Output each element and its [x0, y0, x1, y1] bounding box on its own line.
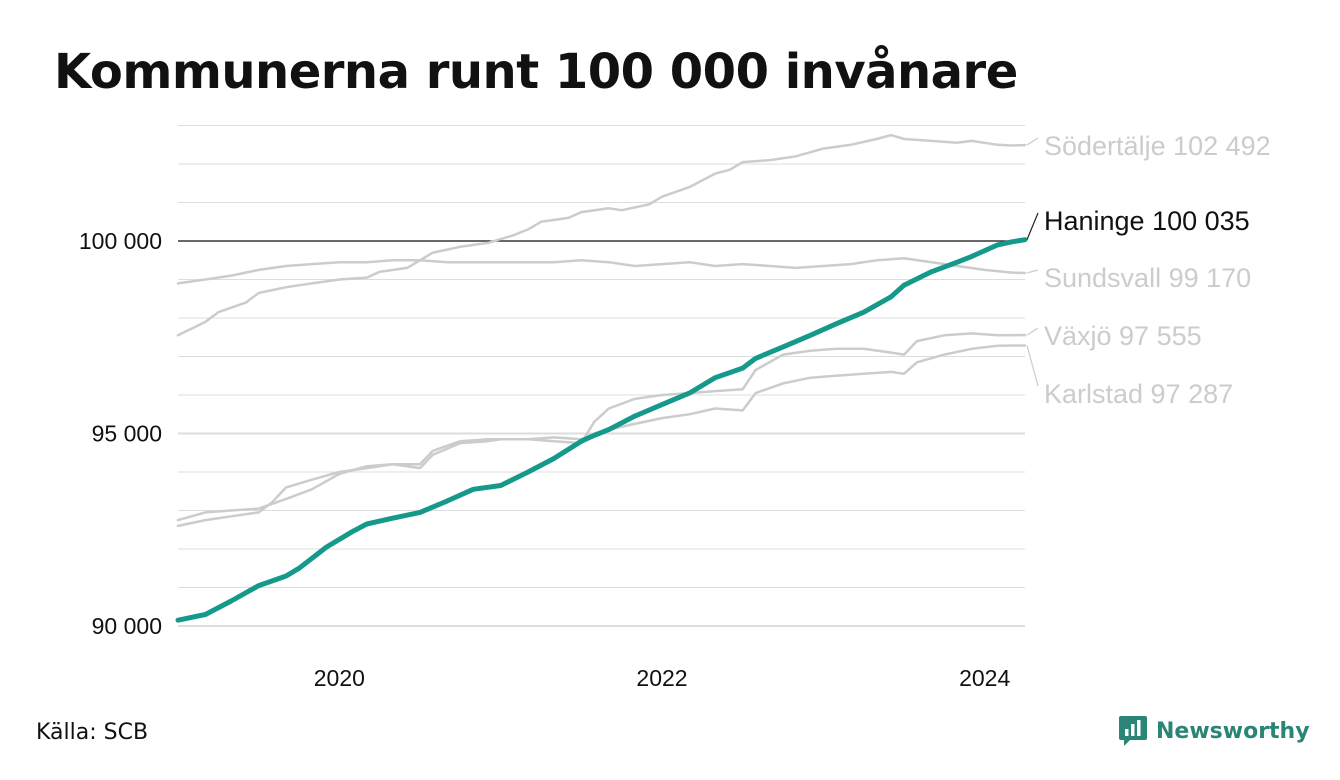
source-note: Källa: SCB: [36, 720, 149, 745]
y-tick-label: 95 000: [92, 421, 162, 447]
brand-logo: Newsworthy: [1118, 714, 1310, 748]
series-label-växjö: Växjö 97 555: [1044, 321, 1202, 351]
series-label-haninge: Haninge 100 035: [1044, 206, 1250, 236]
label-leader-sundsvall: [1026, 269, 1039, 274]
chart-title: Kommunerna runt 100 000 invånare: [54, 44, 1018, 100]
line-sundsvall: [176, 257, 1027, 285]
series-label-karlstad: Karlstad 97 287: [1044, 379, 1233, 409]
series-lines: [175, 133, 1028, 623]
series-label-sundsvall: Sundsvall 99 170: [1044, 263, 1251, 293]
y-tick-label: 100 000: [79, 228, 162, 254]
label-leader-haninge: [1026, 212, 1039, 240]
line-haninge: [175, 237, 1028, 623]
y-axis-labels: 90 000 95 000 100 000: [79, 228, 162, 639]
line-södertälje: [176, 133, 1027, 337]
label-leader-växjö: [1026, 327, 1039, 336]
newsworthy-logo-icon: [1119, 716, 1147, 746]
x-tick-label: 2022: [636, 665, 687, 691]
series-label-södertälje: Södertälje 102 492: [1044, 131, 1271, 161]
series-end-labels: Södertälje 102 492 Haninge 100 035 Sundsva…: [1026, 131, 1271, 409]
line-växjö: [176, 332, 1027, 528]
x-tick-label: 2024: [959, 665, 1010, 691]
y-tick-label: 90 000: [92, 613, 162, 639]
label-leader-södertälje: [1026, 137, 1039, 146]
brand-name: Newsworthy: [1156, 718, 1310, 744]
gridlines: [178, 125, 1025, 627]
label-leader-karlstad: [1026, 345, 1039, 387]
x-axis-labels: 2020 2022 2024: [314, 665, 1011, 691]
x-tick-label: 2020: [314, 665, 365, 691]
